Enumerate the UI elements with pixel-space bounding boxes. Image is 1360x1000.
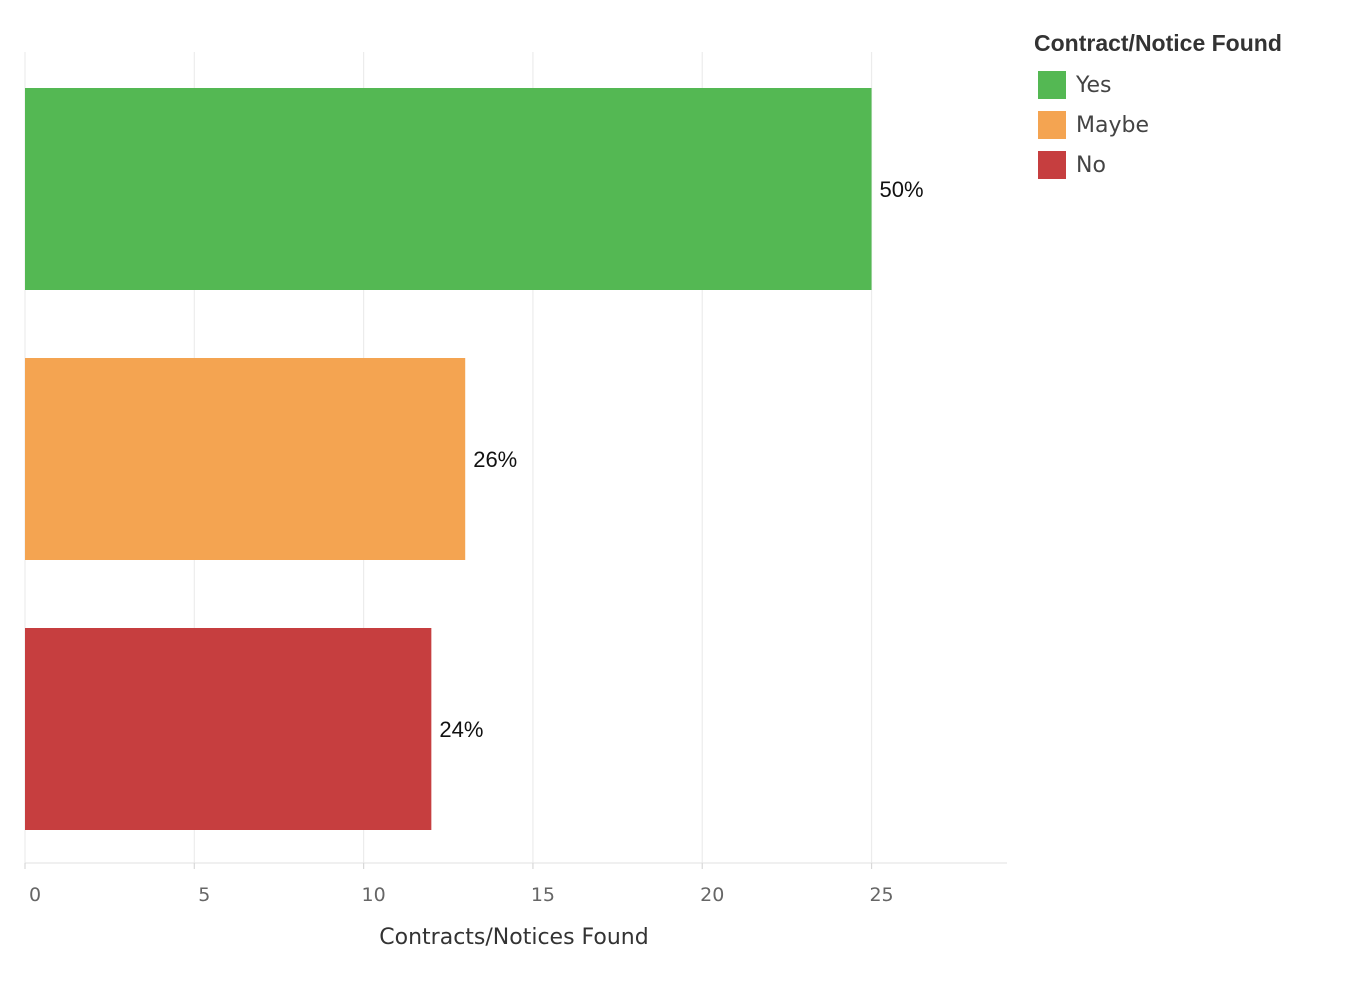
- x-tick-label-5: 5: [198, 884, 210, 906]
- x-tick-label-10: 10: [362, 884, 386, 906]
- legend-swatch-no: [1038, 151, 1066, 179]
- x-tick-label-15: 15: [531, 884, 555, 906]
- legend-label-yes: Yes: [1076, 72, 1112, 98]
- x-tick-label-0: 0: [29, 884, 41, 906]
- data-label-yes: 50%: [880, 177, 924, 202]
- legend-item-yes[interactable]: Yes: [1034, 65, 1282, 105]
- legend-label-no: No: [1076, 152, 1106, 178]
- legend-item-no[interactable]: No: [1034, 145, 1282, 185]
- legend-item-maybe[interactable]: Maybe: [1034, 105, 1282, 145]
- x-tick-label-25: 25: [869, 884, 893, 906]
- data-label-no: 24%: [439, 717, 483, 742]
- x-tick-label-20: 20: [700, 884, 724, 906]
- bar-maybe: [25, 358, 466, 560]
- legend-swatch-maybe: [1038, 111, 1066, 139]
- legend-swatch-yes: [1038, 71, 1066, 99]
- legend[interactable]: Contract/Notice Found Yes Maybe No: [1034, 30, 1282, 185]
- bar-yes: [25, 88, 872, 290]
- x-axis: 0 5 10 15 20 25: [24, 862, 1007, 906]
- bar-no: [25, 628, 432, 830]
- bars: [25, 88, 872, 830]
- data-label-maybe: 26%: [473, 447, 517, 472]
- x-axis-title: Contracts/Notices Found: [379, 925, 648, 950]
- legend-title: Contract/Notice Found: [1034, 30, 1282, 56]
- legend-label-maybe: Maybe: [1076, 112, 1149, 138]
- data-labels: 50% 26% 24%: [439, 177, 923, 742]
